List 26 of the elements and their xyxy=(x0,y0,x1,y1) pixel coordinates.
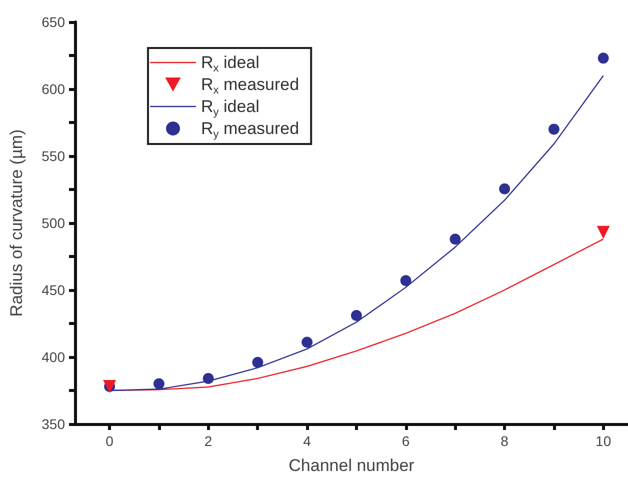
x-tick-label: 0 xyxy=(106,433,114,449)
y-tick-label: 550 xyxy=(42,148,66,164)
x-axis-title: Channel number xyxy=(288,456,415,475)
y-axis-title: Radius of curvature (µm) xyxy=(7,129,26,317)
point xyxy=(252,356,264,368)
point xyxy=(350,310,362,321)
y-tick-label: 650 xyxy=(42,14,66,30)
y-tick-label: 350 xyxy=(42,416,66,432)
point xyxy=(302,336,313,348)
y-tick-label: 600 xyxy=(42,81,66,97)
y-tick-label: 500 xyxy=(42,215,66,231)
point xyxy=(548,124,560,135)
y-tick-label: 450 xyxy=(42,282,66,298)
point xyxy=(153,378,164,390)
x-tick-label: 2 xyxy=(204,433,212,449)
x-tick-label: 6 xyxy=(402,433,410,449)
x-tick-label: 4 xyxy=(303,433,312,449)
point xyxy=(450,234,461,245)
point xyxy=(499,183,510,194)
point xyxy=(598,52,609,64)
point xyxy=(400,275,412,286)
point xyxy=(596,226,610,239)
y-tick-label: 400 xyxy=(42,349,66,365)
x-tick-label: 8 xyxy=(500,433,509,449)
point xyxy=(202,372,214,384)
x-tick-label: 10 xyxy=(596,433,612,449)
